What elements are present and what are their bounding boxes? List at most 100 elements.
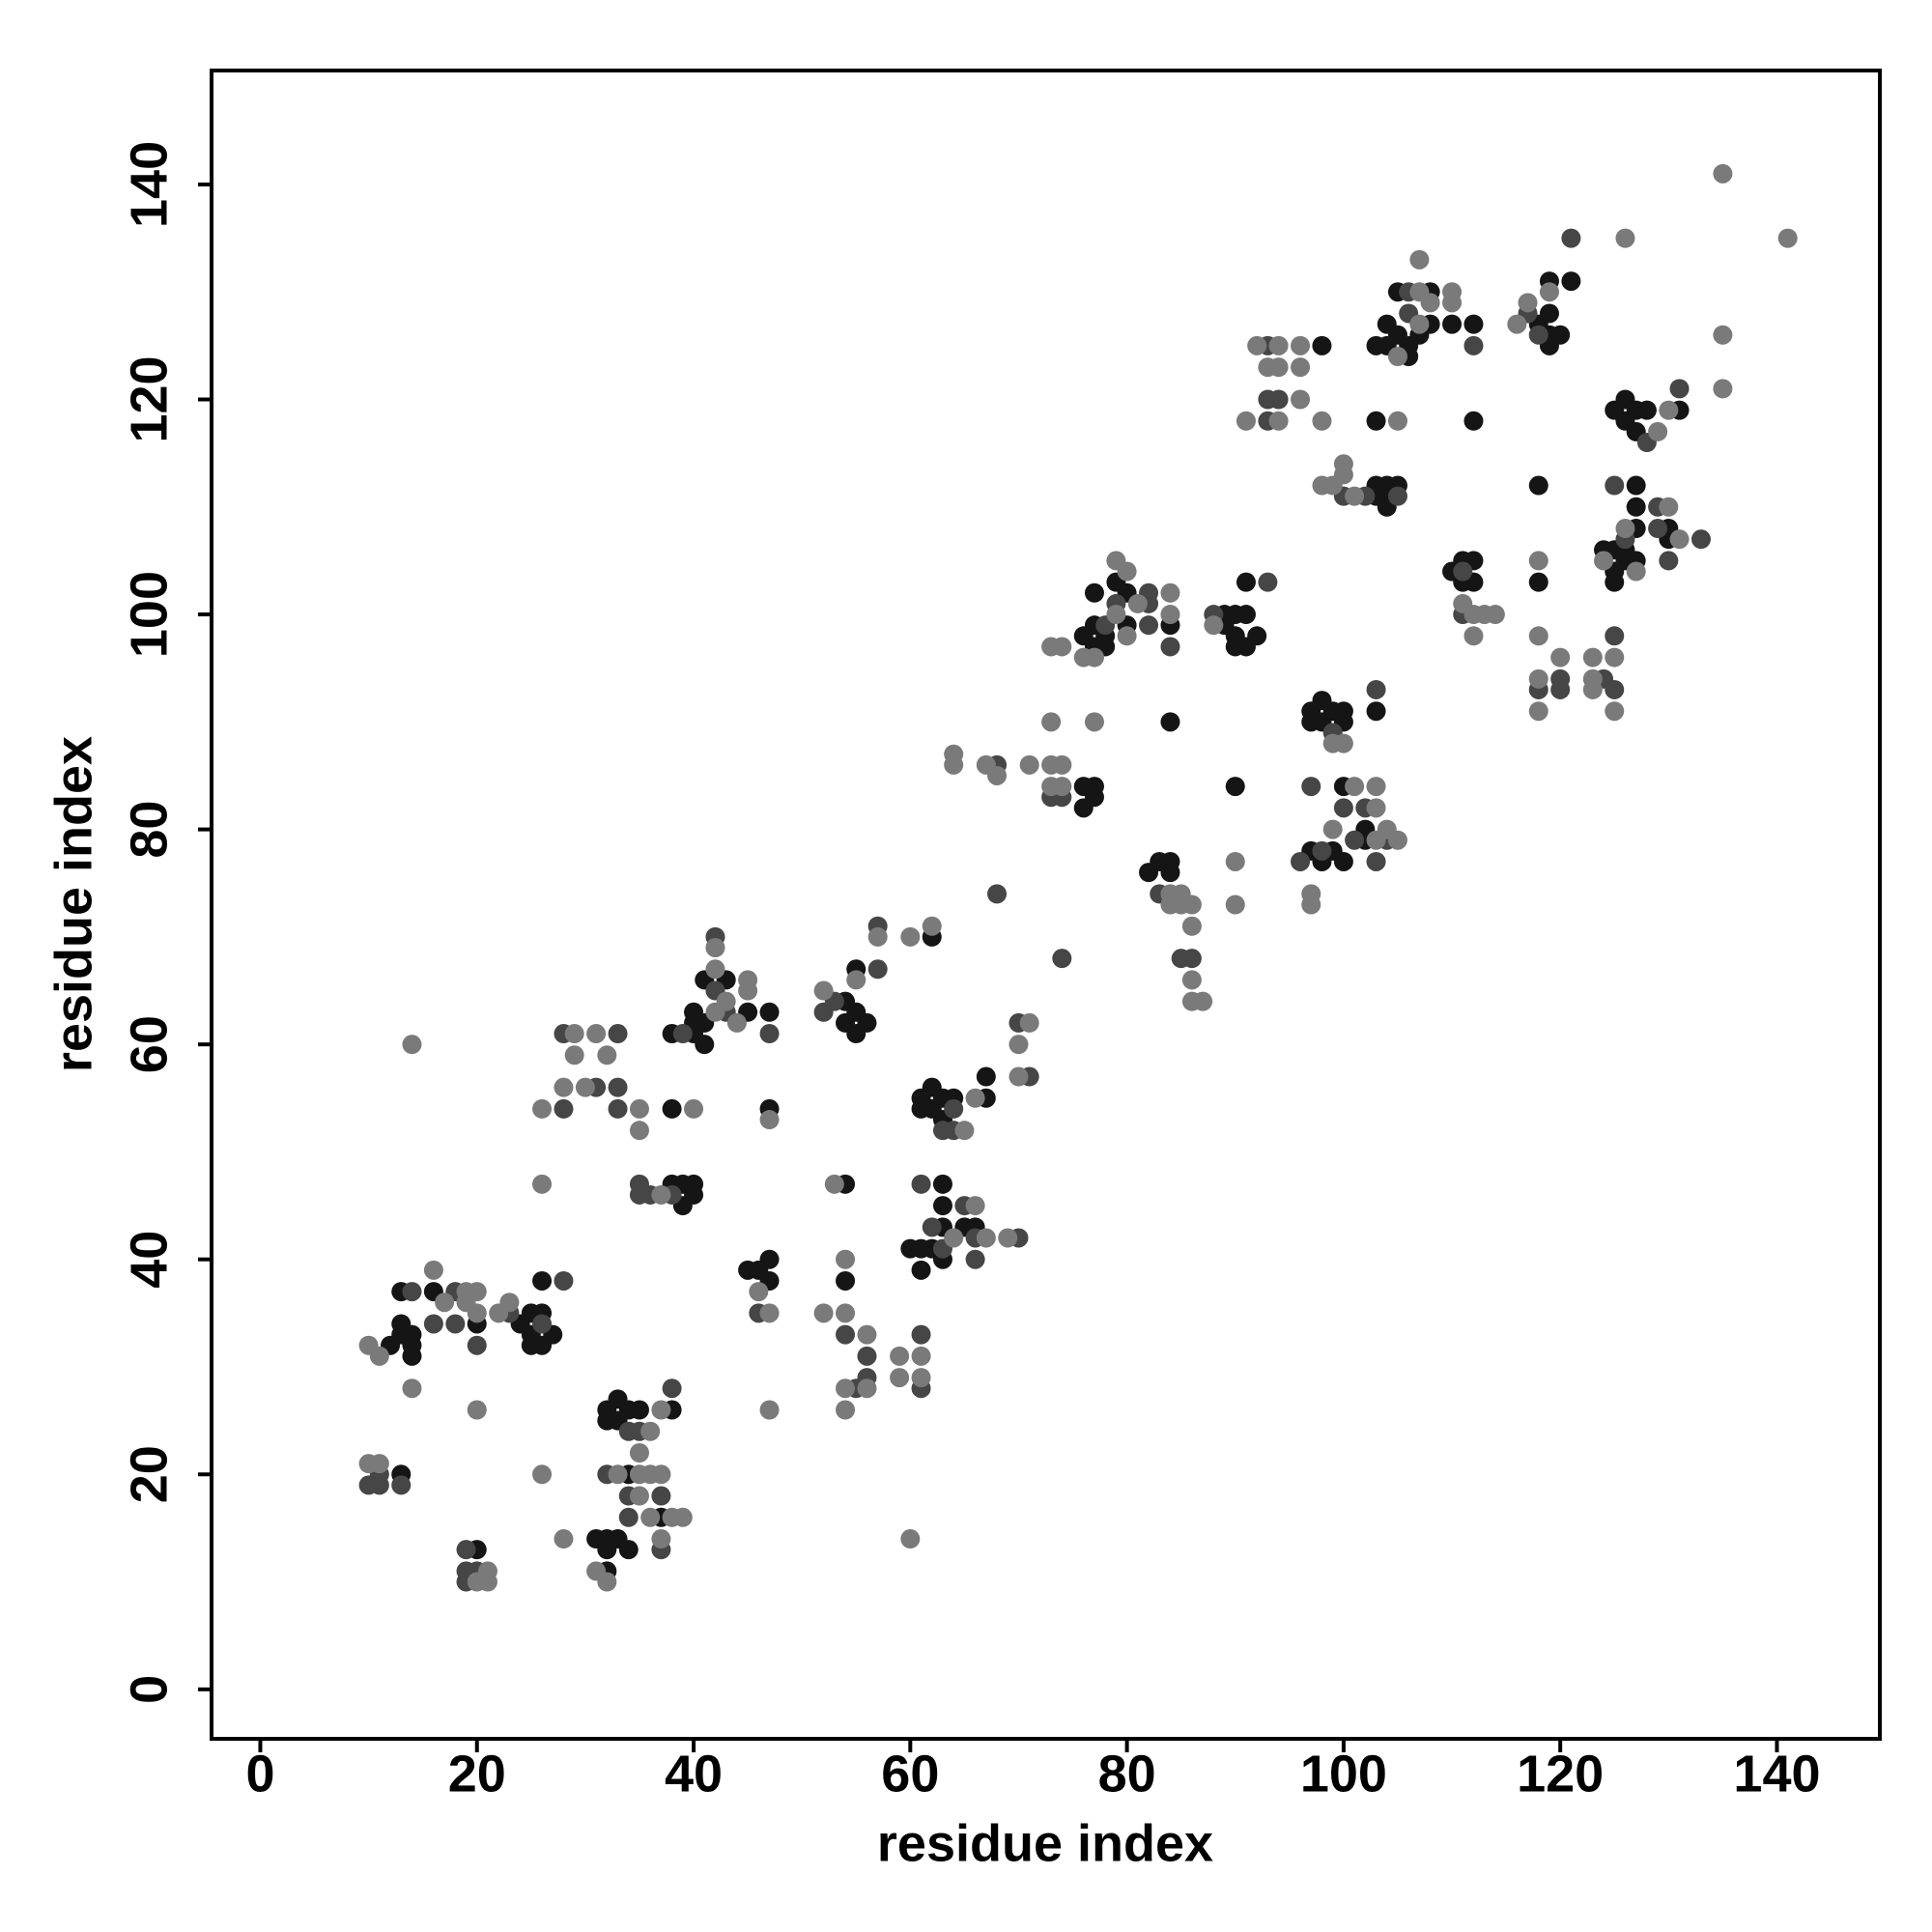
contact-point [1387, 411, 1407, 431]
contact-point [391, 1475, 412, 1495]
contact-point [1333, 798, 1353, 818]
contact-point [1528, 475, 1548, 496]
contact-point [1181, 949, 1202, 969]
contact-point [608, 1464, 628, 1485]
contact-point [554, 1098, 574, 1119]
contact-point [651, 1400, 671, 1420]
contact-point [726, 1012, 747, 1033]
contact-point [1648, 519, 1668, 539]
contact-point [759, 1400, 780, 1420]
contact-point [467, 1282, 487, 1302]
contact-point [1550, 647, 1571, 668]
y-tick-label: 20 [120, 1445, 178, 1503]
contact-point [944, 754, 964, 775]
contact-point [1225, 777, 1245, 797]
contact-point [836, 1270, 856, 1291]
contact-point [738, 980, 758, 1001]
y-tick-label: 140 [120, 141, 178, 228]
x-tick-label: 20 [448, 1745, 506, 1803]
contact-point [716, 991, 736, 1011]
y-tick-label: 60 [120, 1015, 178, 1073]
contact-point [1442, 314, 1463, 334]
contact-point [554, 1270, 574, 1291]
contact-point [684, 1098, 704, 1119]
contact-point [651, 1486, 671, 1506]
contact-point [1582, 679, 1603, 699]
contact-point [554, 1077, 574, 1097]
contact-point [608, 1077, 628, 1097]
contact-point [554, 1529, 574, 1549]
contact-point [1333, 465, 1353, 485]
contact-point [911, 1324, 931, 1345]
contact-point [532, 1314, 553, 1334]
contact-point [564, 1045, 584, 1065]
contact-point [1366, 851, 1386, 871]
contact-point [1539, 303, 1559, 324]
contact-point [1463, 626, 1484, 646]
contact-point [1258, 572, 1278, 592]
contact-point [564, 1024, 584, 1044]
contact-point [445, 1314, 466, 1334]
x-tick-label: 0 [245, 1745, 274, 1803]
contact-point [575, 1077, 595, 1097]
contact-point [629, 1486, 649, 1506]
contact-point [586, 1024, 607, 1044]
contact-point [1626, 561, 1646, 582]
contact-point [499, 1293, 520, 1313]
contact-point [1333, 851, 1353, 871]
contact-point [890, 1346, 910, 1366]
contact-point [456, 1540, 476, 1560]
contact-point [629, 1400, 649, 1420]
contact-point [922, 916, 942, 936]
contact-point [1247, 626, 1267, 646]
contact-point [1605, 647, 1625, 668]
contact-point [1659, 497, 1679, 517]
contact-point [597, 1045, 617, 1065]
contact-point [662, 1378, 682, 1399]
contact-point [759, 1249, 780, 1269]
contact-point [1713, 163, 1733, 184]
y-tick-label: 80 [120, 801, 178, 859]
contact-point [1442, 293, 1463, 313]
contact-point [1669, 529, 1690, 550]
contact-point [954, 1121, 975, 1141]
contact-point [402, 1324, 422, 1345]
contact-point [976, 1066, 996, 1087]
contact-point [836, 1303, 856, 1323]
contact-point [1301, 777, 1321, 797]
contact-point [836, 1400, 856, 1420]
contact-point [1648, 421, 1668, 441]
contact-point [1528, 325, 1548, 345]
contact-point [1605, 679, 1625, 699]
contact-point [1366, 701, 1386, 722]
contact-point [1160, 637, 1180, 657]
contact-point [1605, 626, 1625, 646]
contact-point [1669, 379, 1690, 399]
contact-point [640, 1507, 661, 1527]
contact-point [1528, 701, 1548, 722]
contact-point [684, 1184, 704, 1205]
contact-point [1084, 582, 1104, 603]
contact-point [911, 1260, 931, 1280]
contact-point [759, 1110, 780, 1130]
y-tick-label: 100 [120, 571, 178, 658]
contact-point [1387, 486, 1407, 506]
contact-point [1453, 561, 1473, 582]
contact-point [1052, 637, 1072, 657]
contact-point [1052, 949, 1072, 969]
contact-point [629, 1443, 649, 1463]
contact-point [1084, 647, 1104, 668]
x-tick-label: 60 [881, 1745, 939, 1803]
contact-point [1561, 228, 1581, 248]
contact-point [965, 1249, 985, 1269]
contact-point [1181, 895, 1202, 915]
x-tick-label: 120 [1517, 1745, 1604, 1803]
contact-point [1636, 400, 1657, 420]
contact-point [1268, 411, 1289, 431]
x-tick-label: 140 [1733, 1745, 1820, 1803]
contact-point [1713, 379, 1733, 399]
contact-point [1463, 335, 1484, 355]
contact-point [1605, 475, 1625, 496]
